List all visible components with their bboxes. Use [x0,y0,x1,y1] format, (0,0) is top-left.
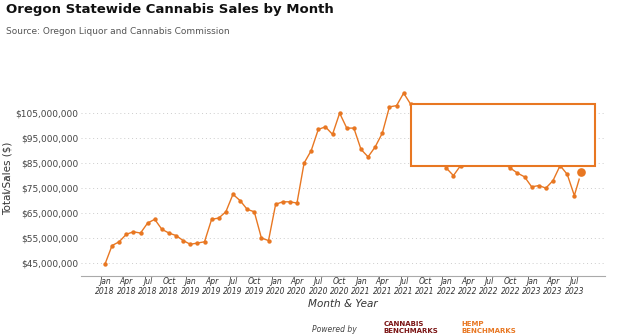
Point [171,233,181,238]
Point [285,199,295,205]
Point [420,120,430,126]
Point [263,238,273,243]
Point [334,111,344,116]
Point [228,192,238,197]
Text: $81,631,600: $81,631,600 [512,144,575,154]
Point [456,163,466,168]
Point [200,239,210,245]
Point [498,160,508,166]
Text: <: < [3,173,11,183]
Point [363,154,373,160]
Point [378,130,388,136]
Point [321,124,331,130]
Point [555,163,565,168]
Point [527,184,537,190]
Point [121,232,131,237]
Text: Aug 2023: Aug 2023 [512,117,560,126]
Point [256,235,266,241]
Point [278,199,288,205]
Point [129,229,139,235]
Point [313,127,323,132]
Point [384,104,394,110]
Text: HEMP
BENCHMARKS: HEMP BENCHMARKS [462,321,517,334]
Point [406,102,416,107]
Point [299,160,309,166]
Point [477,146,487,152]
Point [520,174,530,179]
Point [577,169,587,174]
FancyBboxPatch shape [411,104,595,166]
Point [271,202,281,207]
Point [569,193,579,198]
X-axis label: Month & Year: Month & Year [308,299,378,309]
Point [391,103,401,108]
Text: Total Sales ($):: Total Sales ($): [422,144,484,154]
Y-axis label: Total Sales ($): Total Sales ($) [2,141,12,215]
Point [214,215,224,221]
Point [235,198,245,203]
Point [534,183,544,188]
Point [491,158,501,163]
Point [462,153,472,158]
Text: >: > [3,186,11,197]
Point [306,148,316,153]
Text: Oregon Statewide Cannabis Sales by Month: Oregon Statewide Cannabis Sales by Month [6,3,334,16]
Point [292,200,302,206]
Point [157,226,167,232]
Point [441,165,451,171]
Point [370,144,380,150]
Point [250,209,260,214]
Point [342,125,352,131]
Point [164,230,174,236]
Point [356,146,366,152]
Point [434,139,444,144]
Point [135,230,145,236]
Point [512,170,522,176]
Point [328,132,338,137]
Point [413,130,423,136]
Point [470,144,480,150]
Point [349,125,359,131]
Point [178,238,188,243]
Text: Source: Oregon Liquor and Cannabis Commission: Source: Oregon Liquor and Cannabis Commi… [6,27,230,36]
Point [577,169,587,174]
Point [505,165,515,171]
Point [100,262,110,267]
Text: CANNABIS
BENCHMARKS: CANNABIS BENCHMARKS [384,321,439,334]
Point [541,185,551,191]
Point [143,220,153,226]
Point [107,243,117,248]
Point [399,90,409,96]
Point [192,240,202,246]
Text: Month&Year:: Month&Year: [422,117,475,126]
Point [242,207,252,212]
Point [548,178,558,183]
Point [114,239,124,245]
Text: Powered by: Powered by [312,325,357,334]
Point [185,242,195,247]
Point [221,209,231,214]
Point [207,217,217,222]
Point [150,217,160,222]
Point [449,173,459,178]
Point [562,172,572,177]
Point [427,145,437,151]
Point [484,159,494,165]
